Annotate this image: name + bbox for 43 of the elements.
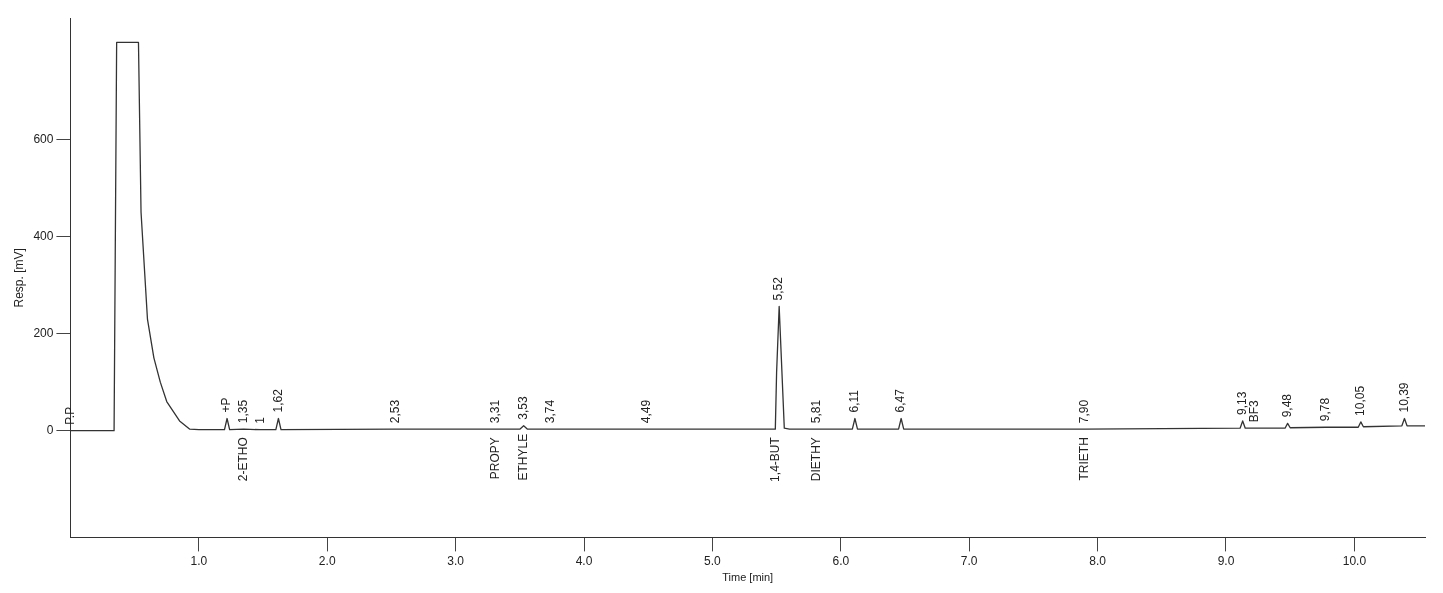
annotation: BF3 <box>1246 399 1261 423</box>
annotation: ETHYLE <box>515 433 530 481</box>
annotation: 5,81 <box>808 399 823 424</box>
y-tick-label: 400 <box>33 228 54 243</box>
x-tick-label: 2.0 <box>318 553 336 568</box>
y-tick-label: 200 <box>33 325 54 340</box>
annotation: 6,11 <box>847 389 862 413</box>
annotation: 1,62 <box>270 388 285 413</box>
x-tick-label: 9.0 <box>1217 553 1235 568</box>
annotation: 1,4-BUT <box>767 436 782 482</box>
x-tick-label: 10.0 <box>1342 553 1367 568</box>
annotation: 6,47 <box>893 388 908 413</box>
x-tick-label: 7.0 <box>960 553 978 568</box>
annotation: 5,52 <box>771 276 786 301</box>
x-tick-label: 4.0 <box>575 553 593 568</box>
annotation: 3,31 <box>487 399 502 424</box>
annotation: P.P <box>62 406 77 425</box>
x-tick-label: 6.0 <box>832 553 850 568</box>
x-tick-label: 8.0 <box>1089 553 1107 568</box>
annotation: 4,49 <box>639 399 654 424</box>
annotation: 1 <box>252 416 267 424</box>
annotation: 10,39 <box>1396 382 1411 413</box>
annotation: 2,53 <box>387 399 402 424</box>
annotation: 2-ETHO <box>236 437 251 482</box>
annotation: 9,13 <box>1234 391 1249 415</box>
annotation: 9,48 <box>1279 393 1294 418</box>
annotation: TRIETH <box>1077 437 1092 481</box>
y-tick-label: 0 <box>46 422 54 437</box>
annotation: DIETHY <box>808 437 823 482</box>
annotation: PROPY <box>487 437 502 480</box>
y-tick-label: 600 <box>33 131 54 146</box>
annotation: 7,90 <box>1077 399 1092 424</box>
x-axis-title: Time [min] <box>722 571 774 584</box>
annotation: 1,35 <box>236 399 251 424</box>
annotation: 10,05 <box>1353 385 1368 416</box>
x-tick-label: 5.0 <box>704 553 722 568</box>
y-axis-title: Resp. [mV] <box>11 248 26 308</box>
x-tick-label: 1.0 <box>190 553 208 568</box>
annotation: +P <box>219 397 234 413</box>
annotation: 3,74 <box>542 399 557 424</box>
annotation: 9,78 <box>1318 397 1333 422</box>
x-tick-label: 3.0 <box>447 553 465 568</box>
annotation: 3,53 <box>515 396 530 420</box>
